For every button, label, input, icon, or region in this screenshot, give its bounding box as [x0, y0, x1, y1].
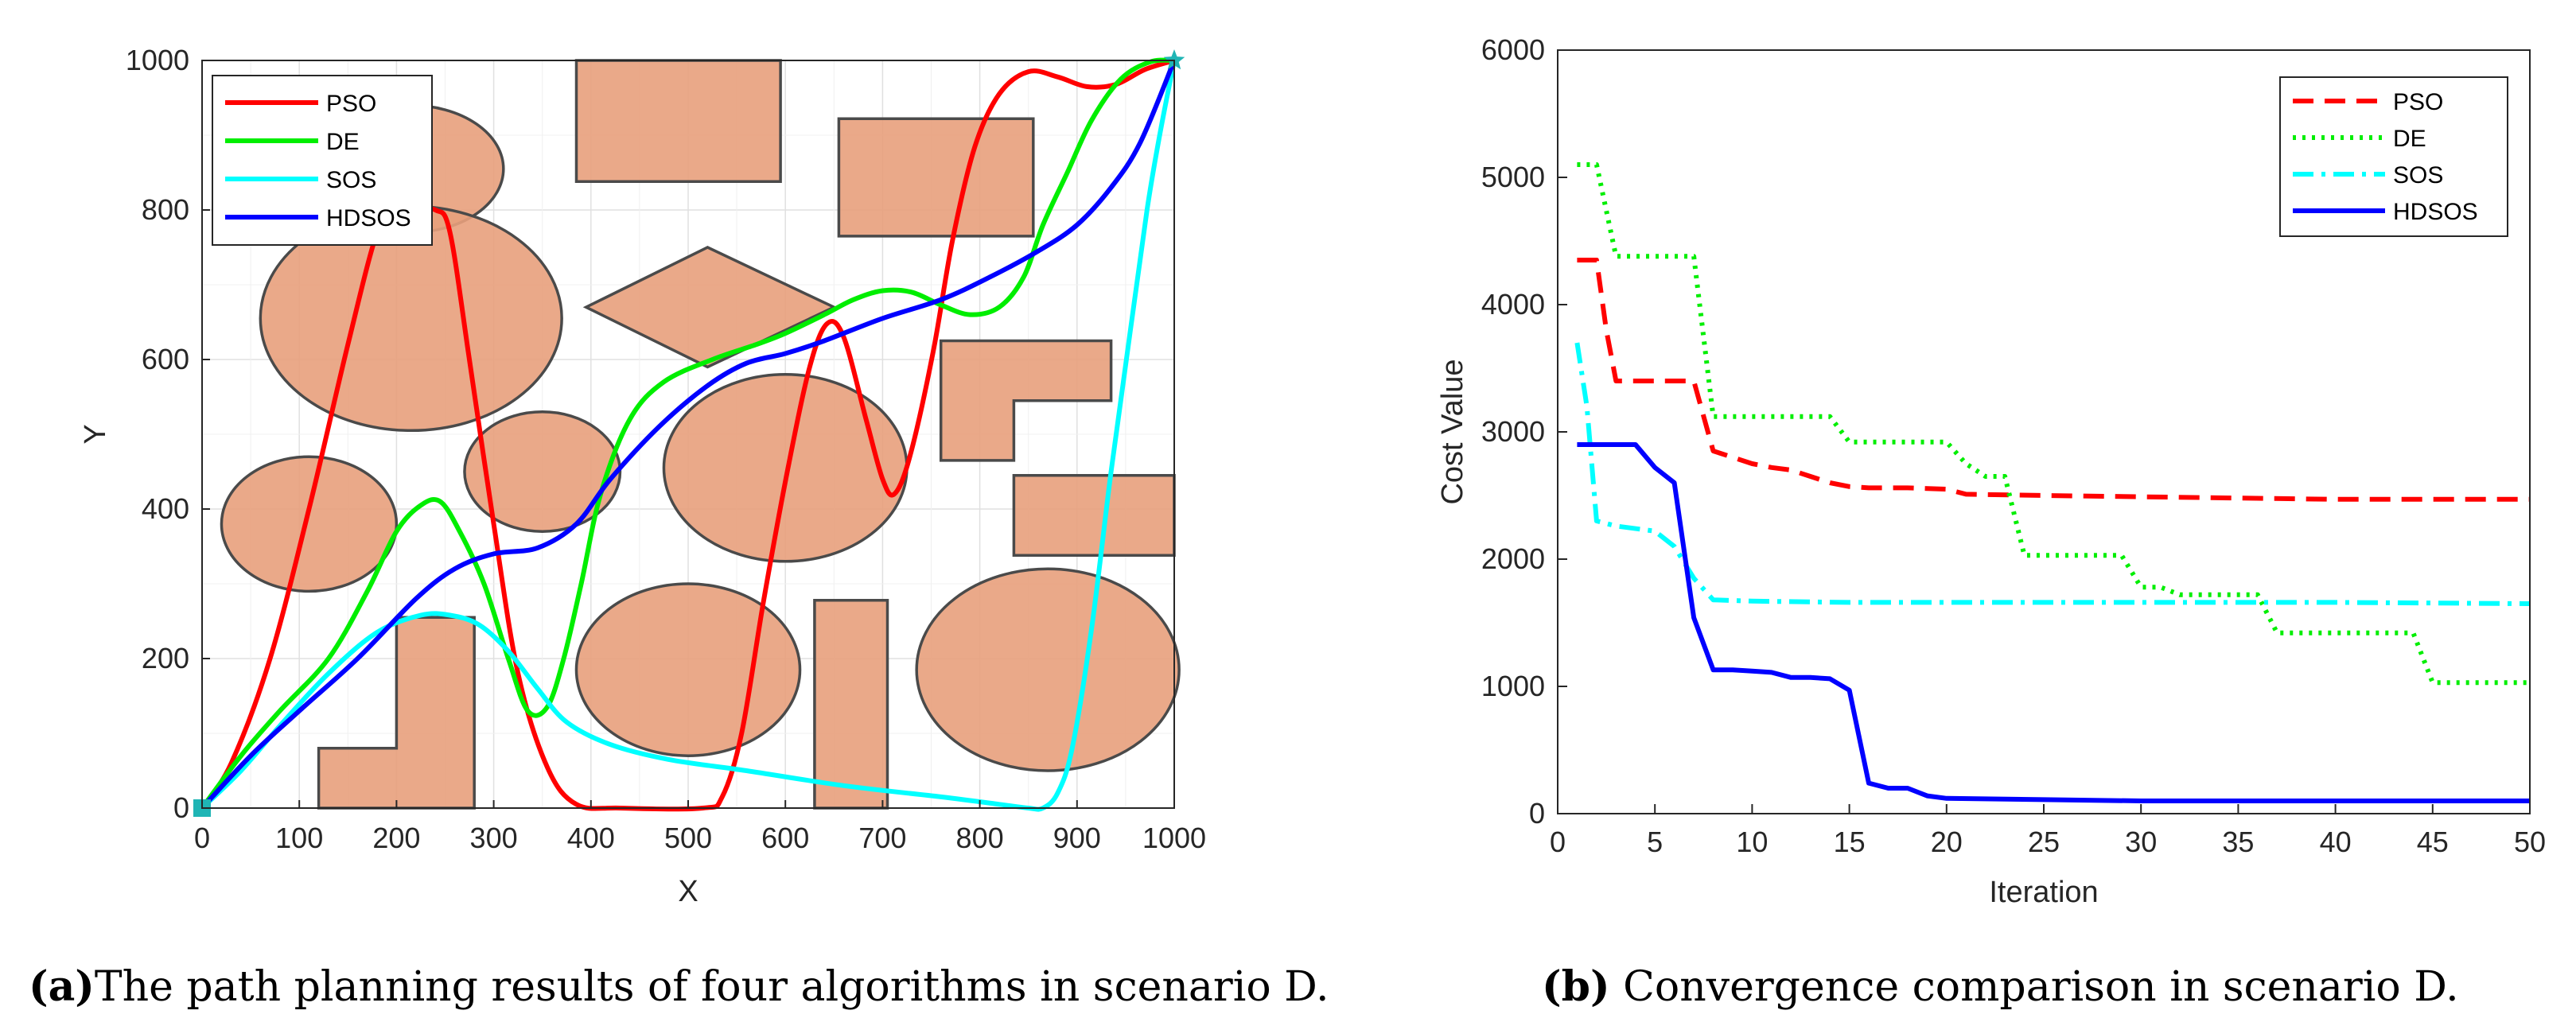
panel-b-xtick-label: 30: [2125, 826, 2157, 858]
panel-a-xtick-label: 0: [194, 822, 210, 854]
caption-b: (b) Convergence comparison in scenario D…: [1542, 962, 2459, 1011]
panel-a-legend-label-de: DE: [326, 129, 360, 155]
panel-a-xtick-label: 900: [1053, 822, 1101, 854]
obstacle-9: [837, 117, 1035, 238]
convergence-de: [1577, 162, 2530, 686]
obstacle-7: [915, 567, 1181, 772]
obstacle-14: [813, 598, 889, 810]
panel-a-ytick-label: 0: [173, 791, 189, 824]
goal-marker: [1163, 49, 1185, 70]
panel-a-ytick-label: 200: [142, 642, 189, 674]
convergence-sos: [1574, 342, 2531, 606]
obstacle-5: [662, 373, 909, 563]
panel-b-ylabel: Cost Value: [1436, 359, 1469, 504]
panel-a-chart: 0 100 200 300 400 500 600 700 800 900 1000 0 200 400 6…: [79, 44, 1206, 908]
panel-a-ytick-label: 800: [142, 193, 189, 226]
panel-b-xtick-label: 15: [1834, 826, 1866, 858]
panel-a-xlabel: X: [678, 875, 698, 908]
panel-a-legend-label-hdsos: HDSOS: [326, 205, 411, 231]
panel-b-xtick-label: 50: [2514, 826, 2546, 858]
panel-b-ytick-label: 5000: [1481, 161, 1545, 193]
panel-b-ytick-label: 1000: [1481, 670, 1545, 702]
obstacle-4: [463, 410, 622, 533]
convergence-hdsos: [1577, 442, 2530, 803]
obstacle-6: [574, 582, 802, 757]
panel-a-legend-label-pso: PSO: [326, 91, 376, 117]
path-sos: [200, 58, 1177, 812]
panel-b-xtick-label: 40: [2320, 826, 2352, 858]
panel-a-ytick-label: 400: [142, 492, 189, 525]
panel-b-legend-label-de: DE: [2393, 126, 2426, 152]
panel-a-ytick-label: 600: [142, 343, 189, 375]
panel-b-xtick-label: 45: [2417, 826, 2449, 858]
obstacle-3: [220, 455, 399, 593]
panel-b-legend-label-pso: PSO: [2393, 89, 2443, 115]
panel-a-legend-label-sos: SOS: [326, 167, 376, 193]
panel-b-xtick-label: 5: [1647, 826, 1663, 858]
panel-a-xtick-label: 1000: [1142, 822, 1206, 854]
path-de: [200, 57, 1177, 810]
panel-a-ytick-label: 1000: [126, 44, 189, 76]
panel-a-xtick-label: 300: [470, 822, 518, 854]
panel-b-ytick-label: 0: [1529, 797, 1545, 830]
panel-b-legend-label-hdsos: HDSOS: [2393, 199, 2478, 225]
panel-b-ytick-label: 2000: [1481, 542, 1545, 575]
panel-b-xtick-label: 0: [1550, 826, 1566, 858]
obstacle-12: [1012, 473, 1176, 558]
panel-a-xtick-label: 700: [858, 822, 906, 854]
panel-a-series: [200, 57, 1177, 812]
panel-a-obstacles: [220, 59, 1181, 810]
panel-a-ticks: 0 100 200 300 400 500 600 700 800 900 1000 0 200 400 6…: [126, 44, 1206, 854]
panel-a-xtick-label: 600: [761, 822, 809, 854]
caption-a: (a)The path planning results of four alg…: [29, 962, 1329, 1011]
panel-b-xtick-label: 20: [1931, 826, 1963, 858]
panel-a-ylabel: Y: [79, 424, 112, 444]
caption-b-label: (b): [1542, 962, 1610, 1011]
panel-a-xtick-label: 800: [956, 822, 1004, 854]
panel-a-xtick-label: 400: [567, 822, 615, 854]
panel-b-xlabel: Iteration: [1989, 876, 2098, 909]
panel-a-xtick-label: 200: [372, 822, 420, 854]
obstacle-8: [574, 59, 782, 184]
panel-b-ytick-label: 4000: [1481, 288, 1545, 321]
obstacle-11: [939, 339, 1113, 462]
panel-a-legend: PSO DE SOS HDSOS: [212, 75, 433, 246]
panel-b-xtick-label: 10: [1736, 826, 1768, 858]
caption-a-text: The path planning results of four algori…: [95, 963, 1329, 1011]
panel-b-xtick-label: 35: [2222, 826, 2254, 858]
panel-b-chart: 0 5 10 15 20 25 30 35 40 45 50 0 1000 2000 3000 4000 500…: [1436, 33, 2546, 909]
panel-b-ticks: 0 5 10 15 20 25 30 35 40 45 50 0 1000 2000 3000 4000 500…: [1481, 33, 2546, 858]
panel-b-ytick-label: 6000: [1481, 33, 1545, 66]
panel-b-xtick-label: 25: [2028, 826, 2060, 858]
panel-a-xtick-label: 100: [275, 822, 323, 854]
panel-b-series: [1574, 162, 2531, 803]
panel-b-legend: PSO DE SOS HDSOS: [2279, 76, 2508, 237]
caption-a-label: (a): [29, 962, 95, 1011]
panel-b-ytick-label: 3000: [1481, 415, 1545, 448]
caption-b-text: Convergence comparison in scenario D.: [1610, 963, 2459, 1011]
panel-a-xtick-label: 500: [664, 822, 712, 854]
convergence-pso: [1577, 258, 2530, 502]
path-hdsos: [200, 58, 1177, 810]
panel-b-legend-label-sos: SOS: [2393, 162, 2443, 188]
